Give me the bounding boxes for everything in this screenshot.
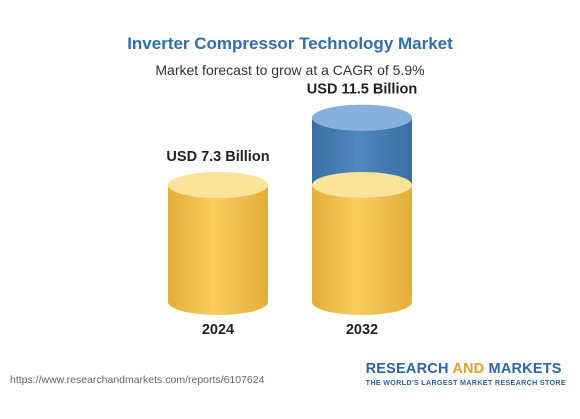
- category-label-2024: 2024: [202, 322, 234, 338]
- brand-name-part1: RESEARCH: [365, 361, 453, 377]
- chart-subtitle: Market forecast to grow at a CAGR of 5.9…: [155, 62, 425, 78]
- bar-2032-divider: [312, 172, 412, 198]
- bar-2024-base: [168, 185, 268, 315]
- brand-name-part3: MARKETS: [484, 361, 562, 377]
- category-label-2032: 2032: [346, 322, 378, 338]
- bar-2032-top: [312, 104, 412, 131]
- bar-2024-top: [168, 172, 268, 198]
- chart-title: Inverter Compressor Technology Market: [127, 34, 453, 53]
- source-url[interactable]: https://www.researchandmarkets.com/repor…: [10, 374, 265, 386]
- brand-name-part2: AND: [452, 361, 485, 377]
- brand-logo: RESEARCH AND MARKETS THE WORLD'S LARGEST…: [366, 361, 566, 387]
- brand-tagline: THE WORLD'S LARGEST MARKET RESEARCH STOR…: [365, 378, 566, 387]
- value-label-2024: USD 7.3 Billion: [166, 149, 269, 165]
- value-label-2032: USD 11.5 Billion: [307, 82, 417, 98]
- brand-name: RESEARCH AND MARKETS: [366, 361, 566, 377]
- bar-2032-base: [312, 185, 412, 315]
